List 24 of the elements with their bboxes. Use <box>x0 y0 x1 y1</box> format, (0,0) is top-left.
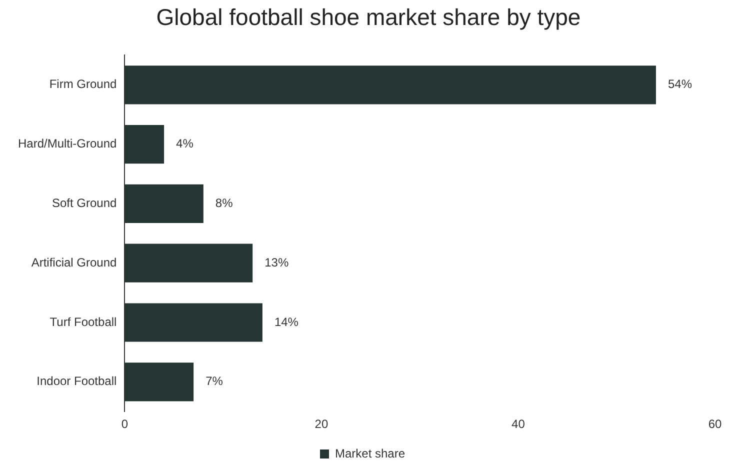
data-label: 8% <box>215 196 234 210</box>
y-tick-label: Artificial Ground <box>31 255 117 270</box>
data-label: 14% <box>274 314 299 329</box>
bar <box>124 184 204 224</box>
x-tick-label: 0 <box>121 417 128 432</box>
data-label: 13% <box>264 255 289 270</box>
bar <box>124 362 194 402</box>
x-tick-label: 20 <box>314 417 328 432</box>
x-tick-label: 60 <box>708 417 722 432</box>
y-tick-label: Turf Football <box>50 314 117 329</box>
bar <box>124 303 262 342</box>
data-label: 4% <box>176 136 194 151</box>
y-tick-label: Hard/Multi-Ground <box>18 136 117 151</box>
data-label: 54% <box>668 77 692 92</box>
y-tick-label: Firm Ground <box>49 77 117 92</box>
bar <box>124 124 164 164</box>
chart-title: Global football shoe market share by type <box>155 4 582 31</box>
y-tick-label: Indoor Football <box>36 374 117 388</box>
legend-label: Market share <box>334 446 406 460</box>
bar <box>124 66 656 104</box>
bar <box>124 244 253 282</box>
y-tick-label: Soft Ground <box>52 196 117 210</box>
x-tick-label: 40 <box>512 417 526 432</box>
data-label: 7% <box>206 374 224 388</box>
